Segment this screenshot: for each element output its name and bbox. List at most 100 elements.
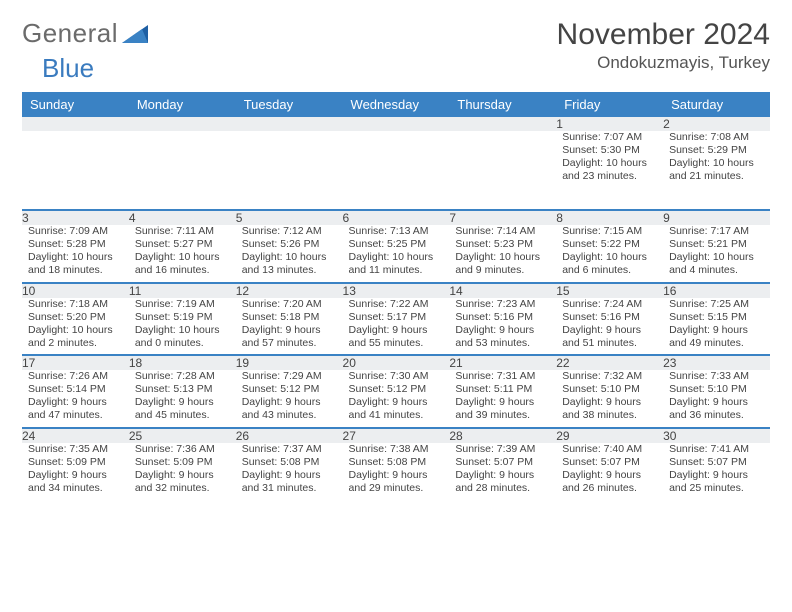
day-info: Sunrise: 7:20 AMSunset: 5:18 PMDaylight:…: [236, 298, 343, 355]
day-info: Sunrise: 7:32 AMSunset: 5:10 PMDaylight:…: [556, 370, 663, 427]
day-cell: Sunrise: 7:35 AMSunset: 5:09 PMDaylight:…: [22, 443, 129, 500]
day-number-cell: 7: [449, 210, 556, 225]
day-info: Sunrise: 7:25 AMSunset: 5:15 PMDaylight:…: [663, 298, 770, 355]
day-number-cell: 9: [663, 210, 770, 225]
day-number-cell: 29: [556, 428, 663, 443]
day-info: Sunrise: 7:18 AMSunset: 5:20 PMDaylight:…: [22, 298, 129, 355]
day-number-cell: 15: [556, 283, 663, 298]
calendar-body: 12Sunrise: 7:07 AMSunset: 5:30 PMDayligh…: [22, 117, 770, 499]
day-info: Sunrise: 7:07 AMSunset: 5:30 PMDaylight:…: [556, 131, 663, 188]
day-number-cell: 1: [556, 117, 663, 131]
day-info: Sunrise: 7:36 AMSunset: 5:09 PMDaylight:…: [129, 443, 236, 500]
day-info: Sunrise: 7:38 AMSunset: 5:08 PMDaylight:…: [343, 443, 450, 500]
day-number-cell: 17: [22, 355, 129, 370]
day-number-cell: 20: [343, 355, 450, 370]
day-cell: Sunrise: 7:11 AMSunset: 5:27 PMDaylight:…: [129, 225, 236, 283]
day-number-cell: 25: [129, 428, 236, 443]
day-info: Sunrise: 7:09 AMSunset: 5:28 PMDaylight:…: [22, 225, 129, 282]
day-number-cell: 3: [22, 210, 129, 225]
day-info: Sunrise: 7:31 AMSunset: 5:11 PMDaylight:…: [449, 370, 556, 427]
day-cell: Sunrise: 7:14 AMSunset: 5:23 PMDaylight:…: [449, 225, 556, 283]
brand-triangle-icon: [122, 23, 150, 45]
brand-word-2: Blue: [42, 53, 94, 83]
day-number-cell: 6: [343, 210, 450, 225]
weekday-header: Friday: [556, 92, 663, 117]
day-cell: Sunrise: 7:19 AMSunset: 5:19 PMDaylight:…: [129, 298, 236, 356]
day-info: Sunrise: 7:29 AMSunset: 5:12 PMDaylight:…: [236, 370, 343, 427]
day-number-cell: 24: [22, 428, 129, 443]
weekday-header: Monday: [129, 92, 236, 117]
day-cell: Sunrise: 7:23 AMSunset: 5:16 PMDaylight:…: [449, 298, 556, 356]
day-cell: Sunrise: 7:36 AMSunset: 5:09 PMDaylight:…: [129, 443, 236, 500]
day-number-cell: 27: [343, 428, 450, 443]
day-info: Sunrise: 7:08 AMSunset: 5:29 PMDaylight:…: [663, 131, 770, 188]
day-info: Sunrise: 7:39 AMSunset: 5:07 PMDaylight:…: [449, 443, 556, 500]
empty-cell: [129, 131, 236, 210]
day-cell: Sunrise: 7:22 AMSunset: 5:17 PMDaylight:…: [343, 298, 450, 356]
day-info: Sunrise: 7:19 AMSunset: 5:19 PMDaylight:…: [129, 298, 236, 355]
day-number-cell: 14: [449, 283, 556, 298]
empty-cell: [22, 131, 129, 210]
day-number-cell: 10: [22, 283, 129, 298]
weekday-header: Wednesday: [343, 92, 450, 117]
calendar-header: SundayMondayTuesdayWednesdayThursdayFrid…: [22, 92, 770, 117]
day-info: Sunrise: 7:37 AMSunset: 5:08 PMDaylight:…: [236, 443, 343, 500]
day-number-cell: [343, 117, 450, 131]
location-subtitle: Ondokuzmayis, Turkey: [557, 53, 770, 73]
day-number-cell: 2: [663, 117, 770, 131]
day-cell: Sunrise: 7:24 AMSunset: 5:16 PMDaylight:…: [556, 298, 663, 356]
weekday-header: Sunday: [22, 92, 129, 117]
day-cell: Sunrise: 7:30 AMSunset: 5:12 PMDaylight:…: [343, 370, 450, 428]
day-info: Sunrise: 7:13 AMSunset: 5:25 PMDaylight:…: [343, 225, 450, 282]
day-info: Sunrise: 7:41 AMSunset: 5:07 PMDaylight:…: [663, 443, 770, 500]
weekday-header: Tuesday: [236, 92, 343, 117]
day-cell: Sunrise: 7:41 AMSunset: 5:07 PMDaylight:…: [663, 443, 770, 500]
day-info: Sunrise: 7:33 AMSunset: 5:10 PMDaylight:…: [663, 370, 770, 427]
day-number-cell: 19: [236, 355, 343, 370]
day-number-cell: [449, 117, 556, 131]
day-cell: Sunrise: 7:29 AMSunset: 5:12 PMDaylight:…: [236, 370, 343, 428]
title-block: November 2024 Ondokuzmayis, Turkey: [557, 18, 770, 73]
page-title: November 2024: [557, 18, 770, 51]
day-number-cell: 28: [449, 428, 556, 443]
day-cell: Sunrise: 7:38 AMSunset: 5:08 PMDaylight:…: [343, 443, 450, 500]
day-number-cell: 18: [129, 355, 236, 370]
day-number-cell: [236, 117, 343, 131]
day-cell: Sunrise: 7:09 AMSunset: 5:28 PMDaylight:…: [22, 225, 129, 283]
day-info: Sunrise: 7:35 AMSunset: 5:09 PMDaylight:…: [22, 443, 129, 500]
day-info: Sunrise: 7:17 AMSunset: 5:21 PMDaylight:…: [663, 225, 770, 282]
day-info: Sunrise: 7:11 AMSunset: 5:27 PMDaylight:…: [129, 225, 236, 282]
day-cell: Sunrise: 7:39 AMSunset: 5:07 PMDaylight:…: [449, 443, 556, 500]
day-cell: Sunrise: 7:40 AMSunset: 5:07 PMDaylight:…: [556, 443, 663, 500]
day-cell: Sunrise: 7:20 AMSunset: 5:18 PMDaylight:…: [236, 298, 343, 356]
day-cell: Sunrise: 7:26 AMSunset: 5:14 PMDaylight:…: [22, 370, 129, 428]
day-number-cell: 11: [129, 283, 236, 298]
day-number-cell: 30: [663, 428, 770, 443]
day-cell: Sunrise: 7:18 AMSunset: 5:20 PMDaylight:…: [22, 298, 129, 356]
day-number-cell: 8: [556, 210, 663, 225]
day-number-cell: 21: [449, 355, 556, 370]
day-number-cell: 26: [236, 428, 343, 443]
day-number-cell: 13: [343, 283, 450, 298]
day-cell: Sunrise: 7:33 AMSunset: 5:10 PMDaylight:…: [663, 370, 770, 428]
day-number-cell: 12: [236, 283, 343, 298]
day-info: Sunrise: 7:24 AMSunset: 5:16 PMDaylight:…: [556, 298, 663, 355]
day-number-cell: 4: [129, 210, 236, 225]
day-info: Sunrise: 7:15 AMSunset: 5:22 PMDaylight:…: [556, 225, 663, 282]
day-info: Sunrise: 7:26 AMSunset: 5:14 PMDaylight:…: [22, 370, 129, 427]
day-cell: Sunrise: 7:17 AMSunset: 5:21 PMDaylight:…: [663, 225, 770, 283]
weekday-header: Thursday: [449, 92, 556, 117]
day-cell: Sunrise: 7:13 AMSunset: 5:25 PMDaylight:…: [343, 225, 450, 283]
day-cell: Sunrise: 7:31 AMSunset: 5:11 PMDaylight:…: [449, 370, 556, 428]
day-cell: Sunrise: 7:07 AMSunset: 5:30 PMDaylight:…: [556, 131, 663, 210]
day-number-cell: [22, 117, 129, 131]
day-cell: Sunrise: 7:37 AMSunset: 5:08 PMDaylight:…: [236, 443, 343, 500]
day-cell: Sunrise: 7:28 AMSunset: 5:13 PMDaylight:…: [129, 370, 236, 428]
calendar-table: SundayMondayTuesdayWednesdayThursdayFrid…: [22, 92, 770, 499]
day-info: Sunrise: 7:12 AMSunset: 5:26 PMDaylight:…: [236, 225, 343, 282]
weekday-header: Saturday: [663, 92, 770, 117]
calendar-page: General November 2024 Ondokuzmayis, Turk…: [0, 0, 792, 612]
day-number-cell: 5: [236, 210, 343, 225]
day-cell: Sunrise: 7:08 AMSunset: 5:29 PMDaylight:…: [663, 131, 770, 210]
day-number-cell: [129, 117, 236, 131]
